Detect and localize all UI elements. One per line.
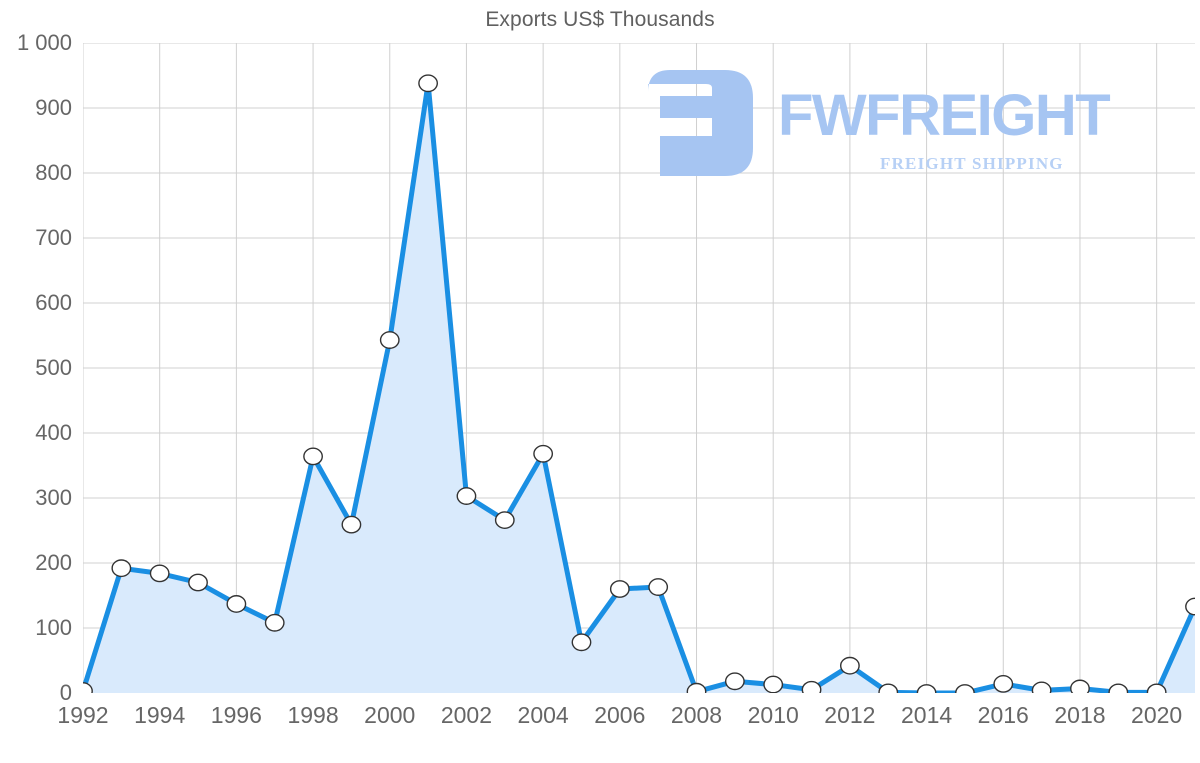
x-axis-tick-label: 1994 — [134, 702, 186, 728]
data-point-marker — [1109, 684, 1127, 693]
data-point-marker — [1032, 682, 1050, 693]
data-point-marker — [534, 446, 552, 462]
x-axis-tick-label: 2018 — [1054, 702, 1106, 728]
data-point-marker — [879, 684, 897, 693]
data-point-marker — [1147, 684, 1165, 693]
y-axis-labels: 0 100 200 300 400 500 600 700 800 900 1 000 — [0, 0, 72, 763]
y-axis-tick-label: 600 — [35, 290, 72, 315]
series-markers — [83, 75, 1195, 693]
x-axis-tick-label: 1998 — [287, 702, 339, 728]
y-axis-tick-label: 0 — [59, 680, 72, 705]
data-point-marker — [802, 682, 820, 693]
data-point-marker — [496, 512, 514, 528]
data-point-marker — [994, 676, 1012, 692]
x-axis-tick-label: 2000 — [364, 702, 416, 728]
data-point-marker — [841, 658, 859, 674]
x-axis-tick-label: 2006 — [594, 702, 646, 728]
data-point-marker — [611, 581, 629, 597]
data-point-marker — [649, 579, 667, 595]
y-axis-tick-label: 200 — [35, 550, 72, 575]
data-point-marker — [227, 596, 245, 612]
data-point-marker — [342, 516, 360, 532]
x-axis-tick-label: 1992 — [57, 702, 109, 728]
data-point-marker — [266, 615, 284, 631]
x-axis-tick-label: 2014 — [900, 702, 953, 728]
x-axis-tick-label: 2016 — [977, 702, 1029, 728]
x-axis-tick-label: 2002 — [440, 702, 493, 728]
data-point-marker — [1186, 598, 1195, 614]
y-axis-tick-label: 900 — [35, 95, 72, 120]
data-point-marker — [112, 560, 130, 576]
data-point-marker — [381, 332, 399, 348]
data-point-marker — [419, 75, 437, 91]
data-point-marker — [1071, 680, 1089, 693]
data-point-marker — [687, 684, 705, 693]
y-axis-tick-label: 500 — [35, 355, 72, 380]
area-fill — [83, 83, 1195, 693]
x-axis-tick-label: 2004 — [517, 702, 569, 728]
y-axis-tick-label: 700 — [35, 225, 72, 250]
x-axis-tick-label: 2012 — [824, 702, 876, 728]
x-axis-tick-label: 1996 — [210, 702, 262, 728]
chart-title: Exports US$ Thousands — [485, 8, 715, 31]
x-axis-tick-label: 2010 — [747, 702, 799, 728]
data-point-marker — [150, 565, 168, 581]
y-axis-tick-label: 800 — [35, 160, 72, 185]
y-axis-tick-label: 300 — [35, 485, 72, 510]
x-axis-tick-label: 2020 — [1131, 702, 1183, 728]
data-point-marker — [457, 488, 475, 504]
data-point-marker — [304, 448, 322, 464]
data-point-marker — [572, 634, 590, 650]
data-point-marker — [189, 574, 207, 590]
plot-area — [83, 43, 1195, 693]
y-axis-tick-label: 100 — [35, 615, 72, 640]
x-axis-tick-label: 2008 — [670, 702, 723, 728]
data-point-marker — [764, 676, 782, 692]
y-axis-tick-label: 400 — [35, 420, 72, 445]
y-axis-tick-label: 1 000 — [16, 30, 72, 55]
data-point-marker — [83, 683, 92, 693]
data-point-marker — [726, 673, 744, 689]
